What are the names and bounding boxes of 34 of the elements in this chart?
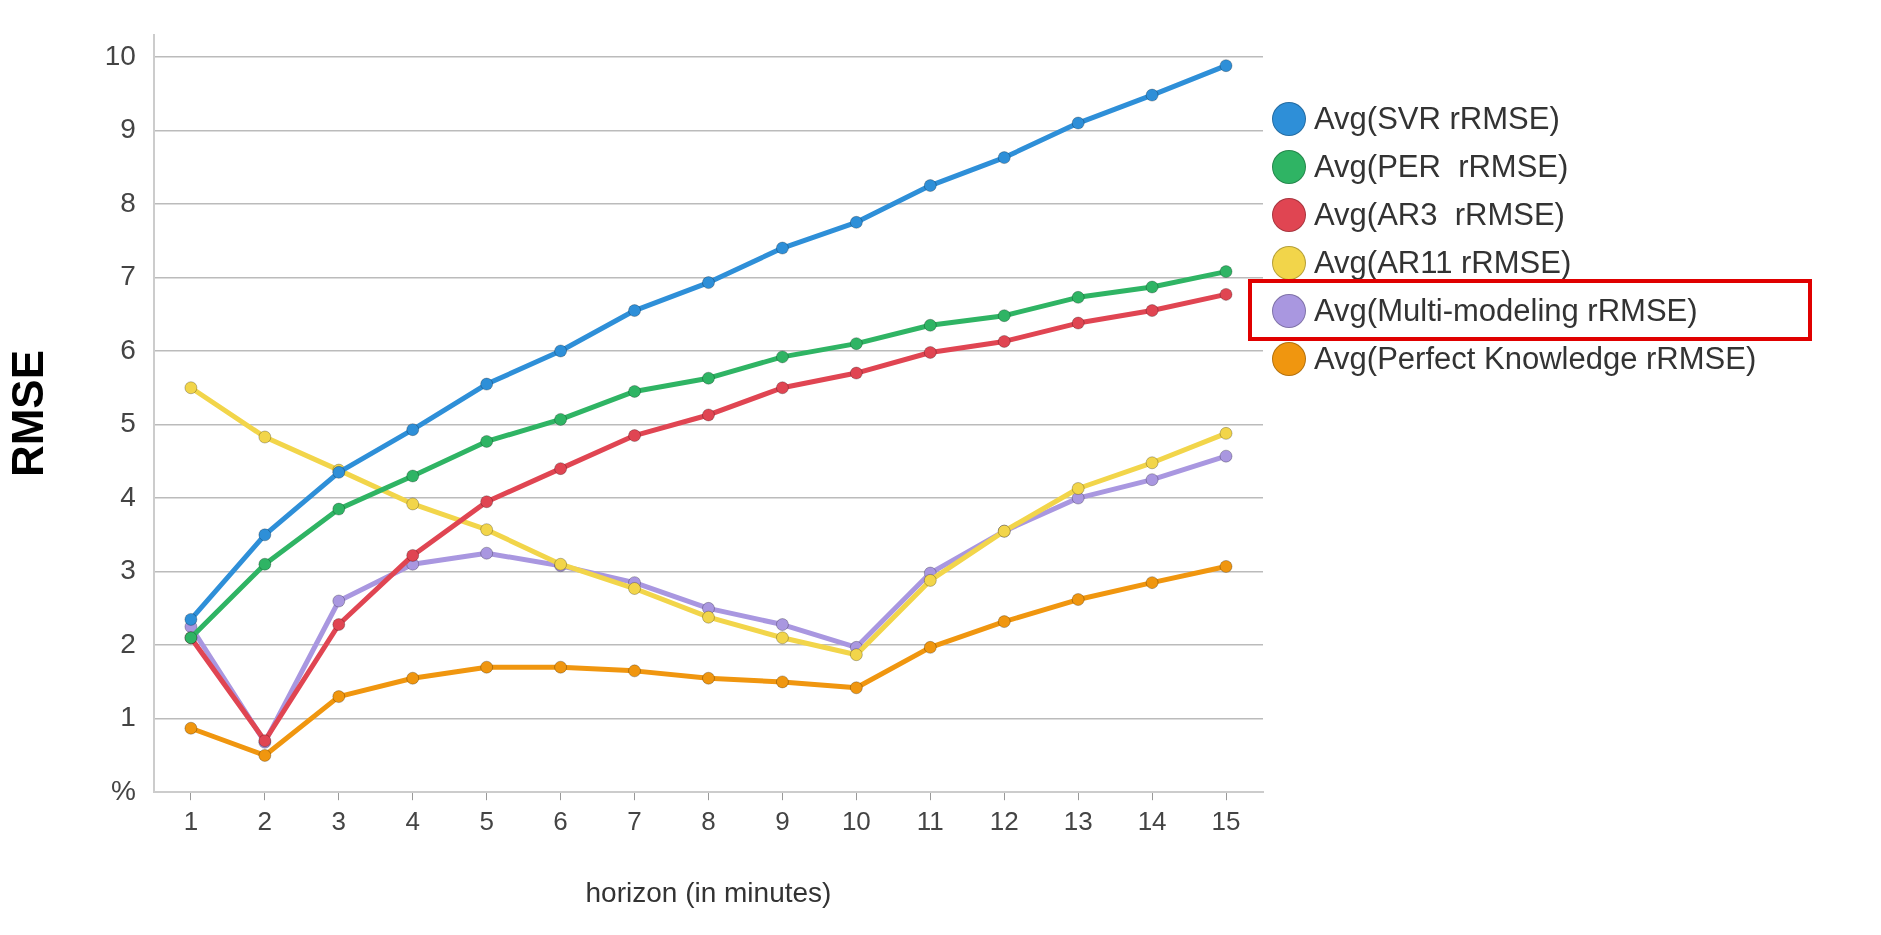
y-tick-label: 10	[104, 39, 136, 71]
x-tick-label: 13	[1063, 806, 1093, 837]
x-tick-label: 4	[405, 806, 420, 837]
x-tick-label: 6	[553, 806, 568, 837]
legend-label: Avg(AR3 rRMSE)	[1314, 197, 1565, 233]
y-tick-label: 6	[120, 333, 136, 365]
y-tick-label: 8	[120, 186, 136, 218]
x-tick-label: 7	[627, 806, 642, 837]
legend-label: Avg(PER rRMSE)	[1314, 149, 1569, 185]
legend-label: Avg(Multi-modeling rRMSE)	[1314, 293, 1698, 329]
x-tick-label: 14	[1137, 806, 1167, 837]
y-axis-title: RMSE	[2, 349, 52, 478]
x-tick-label: 1	[183, 806, 199, 837]
x-tick-label: 9	[775, 806, 790, 837]
x-tick-label: 2	[257, 806, 273, 837]
x-tick-label: 8	[701, 806, 716, 837]
y-tick-label: %	[111, 774, 136, 806]
x-tick-label: 10	[841, 806, 871, 837]
x-tick-label: 3	[331, 806, 347, 837]
x-tick-label: 15	[1211, 806, 1241, 837]
y-tick-label: 5	[120, 407, 136, 439]
x-tick-label: 12	[989, 806, 1019, 837]
y-tick-label: 2	[120, 627, 136, 659]
x-tick-label: 5	[479, 806, 494, 837]
legend-label: Avg(AR11 rRMSE)	[1314, 245, 1572, 281]
x-tick-label: 11	[916, 806, 944, 837]
y-tick-label: 9	[120, 113, 136, 145]
y-tick-label: 4	[120, 480, 136, 512]
y-tick-label: 3	[120, 554, 136, 586]
x-axis-title: horizon (in minutes)	[585, 876, 832, 908]
legend-label: Avg(Perfect Knowledge rRMSE)	[1314, 341, 1757, 377]
y-tick-label: 1	[120, 701, 136, 733]
y-tick-label: 7	[120, 260, 136, 292]
legend-label: Avg(SVR rRMSE)	[1314, 101, 1560, 137]
